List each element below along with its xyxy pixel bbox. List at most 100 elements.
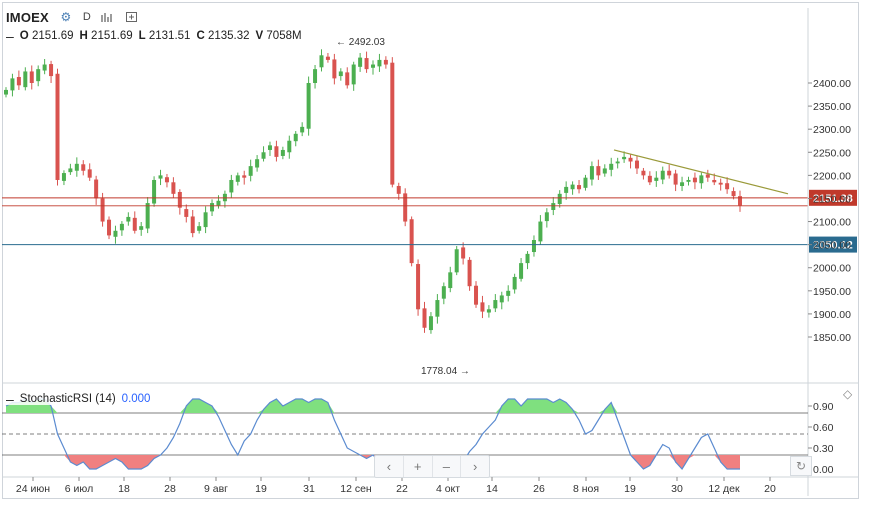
oversold-fill [6, 455, 740, 469]
trend-line[interactable] [613, 149, 789, 195]
candle-body [145, 203, 150, 229]
candle-body [216, 200, 221, 206]
candle-body [416, 264, 421, 310]
price-tick-label: 2150.00 [813, 193, 851, 205]
chart-toolbar: IMOEX ⚙ D [6, 8, 139, 26]
candle-body [61, 173, 66, 181]
candle-body [107, 219, 112, 236]
candle-body [364, 58, 369, 70]
price-tick-label: 2200.00 [813, 170, 851, 182]
zoom-in-button[interactable]: + [404, 456, 433, 477]
stoch-tick-label: 0.00 [813, 464, 834, 476]
candle-body [49, 64, 54, 77]
time-tick-label: 4 окт [436, 483, 460, 495]
candle-body [164, 177, 169, 183]
indicator-name[interactable]: StochasticRSI (14) [19, 393, 116, 405]
candle-body [29, 71, 34, 83]
candle-body [538, 221, 543, 242]
candle-body [255, 159, 260, 168]
candle-body [738, 196, 742, 206]
candle-body [68, 168, 73, 173]
gear-icon[interactable]: ⚙ [60, 10, 72, 24]
candle-body [325, 56, 330, 60]
support-price-tag [809, 236, 857, 253]
time-tick-label: 9 авг [204, 483, 228, 495]
candle-body [377, 59, 382, 67]
resistance-price-label: 2151.38 [813, 193, 853, 205]
candle-body [544, 212, 549, 222]
time-tick-label: 30 [671, 483, 683, 495]
candle-body [100, 198, 105, 222]
price-tick-label: 2100.00 [813, 217, 851, 229]
ohlc-legend: – O 2151.69 H 2151.69 L 2131.51 C 2135.3… [6, 27, 302, 44]
time-tick-label: 19 [624, 483, 636, 495]
candle-body [622, 156, 627, 160]
time-tick-label: 8 ноя [573, 483, 599, 495]
candle-body [158, 175, 163, 179]
collapse-legend-icon[interactable]: – [6, 27, 14, 44]
price-tick-label: 2350.00 [813, 101, 851, 113]
candle-body [313, 69, 318, 83]
candle-body [602, 168, 607, 174]
candle-body [345, 72, 350, 86]
candle-body [596, 166, 601, 176]
candle-body [358, 57, 363, 67]
candle-body [409, 219, 414, 264]
candle-body [667, 170, 672, 176]
symbol-name[interactable]: IMOEX [6, 9, 49, 25]
reset-chart-icon[interactable]: ↻ [790, 456, 812, 476]
time-tick-label: 24 июн [16, 483, 50, 495]
zoom-out-button[interactable]: – [433, 456, 462, 477]
high-label: H [79, 30, 88, 42]
candle-body [718, 182, 723, 185]
time-tick-label: 28 [164, 483, 176, 495]
price-tick-label: 2300.00 [813, 124, 851, 136]
time-tick-label: 6 июл [65, 483, 93, 495]
candle-body [506, 290, 511, 296]
candle-body [338, 71, 343, 77]
time-tick-label: 12 сен [340, 483, 372, 495]
price-tick-label: 2250.00 [813, 147, 851, 159]
resistance-price-tag [809, 189, 857, 206]
candle-body [139, 226, 144, 230]
candle-body [512, 276, 517, 290]
candle-body [383, 59, 388, 65]
time-tick-label: 20 [764, 483, 776, 495]
candle-body [673, 173, 678, 185]
stoch-tick-label: 0.30 [813, 443, 834, 455]
candle-body [454, 249, 459, 273]
scroll-left-button[interactable]: ‹ [375, 456, 404, 477]
time-tick-label: 31 [303, 483, 315, 495]
candle-body [467, 259, 472, 287]
low-annotation: 1778.04 → [421, 366, 470, 377]
candle-body [647, 175, 652, 183]
candle-body [184, 209, 189, 217]
stoch-rsi-line[interactable] [5, 398, 740, 470]
bars-chart-icon[interactable] [101, 10, 115, 24]
open-label: O [19, 30, 29, 42]
candle-body [280, 149, 285, 156]
price-tick-label: 2000.00 [813, 263, 851, 275]
candle-body [126, 216, 131, 222]
volume-label: V [255, 30, 264, 42]
candle-body [641, 170, 646, 176]
scroll-right-button[interactable]: › [472, 459, 478, 474]
compare-add-icon[interactable] [125, 10, 139, 24]
candle-body [36, 69, 41, 82]
candle-body [332, 59, 337, 79]
candle-body [435, 300, 440, 317]
collapse-indicator-icon[interactable]: – [6, 390, 14, 407]
indicator-settings-icon[interactable]: ◇ [843, 387, 853, 401]
candle-body [705, 174, 710, 178]
candle-body [519, 263, 524, 279]
candle-body [132, 217, 137, 231]
timeframe-selector[interactable]: D [82, 11, 91, 23]
chart-navigation: ‹ + – › [374, 455, 490, 478]
candle-body [422, 308, 427, 328]
indicator-value: 0.000 [121, 393, 151, 405]
low-label: L [138, 30, 146, 42]
candle-body [306, 83, 311, 129]
time-tick-label: 12 дек [708, 483, 740, 495]
candle-body [190, 216, 195, 234]
